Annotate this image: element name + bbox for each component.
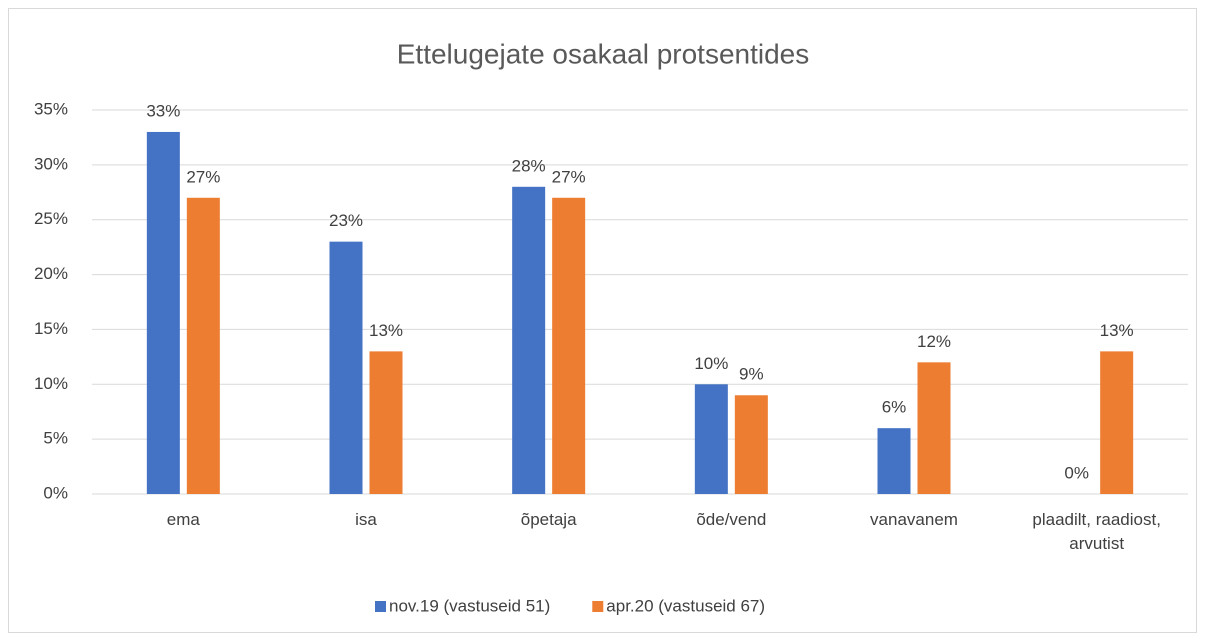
data-label: 12% xyxy=(917,332,951,351)
x-tick-label: isa xyxy=(355,510,377,529)
bar xyxy=(146,131,180,494)
data-label: 23% xyxy=(329,211,363,230)
data-label: 9% xyxy=(739,365,764,384)
legend-label: apr.20 (vastuseid 67) xyxy=(606,596,765,615)
y-tick-label: 30% xyxy=(34,154,68,173)
chart-title: Ettelugejate osakaal protsentides xyxy=(397,38,810,69)
y-tick-label: 0% xyxy=(43,483,68,502)
data-label: 33% xyxy=(146,101,180,120)
bar xyxy=(1100,351,1134,494)
bar xyxy=(186,197,220,494)
y-tick-label: 5% xyxy=(43,429,68,448)
bar xyxy=(734,395,768,494)
x-tick-label: õde/vend xyxy=(696,510,767,529)
y-tick-label: 20% xyxy=(34,264,68,283)
x-tick-label: õpetaja xyxy=(520,510,577,529)
x-tick-label: ema xyxy=(166,510,200,529)
y-tick-label: 25% xyxy=(34,209,68,228)
data-label: 6% xyxy=(882,398,907,417)
bar xyxy=(369,351,403,494)
bar xyxy=(694,384,728,494)
bar xyxy=(329,241,363,494)
x-tick-label: plaadilt, raadiost, arvutist xyxy=(1032,510,1161,553)
legend-label: nov.19 (vastuseid 51) xyxy=(389,596,550,615)
data-label: 13% xyxy=(369,321,403,340)
bar xyxy=(552,197,586,494)
data-label: 10% xyxy=(694,354,728,373)
bar xyxy=(917,362,951,494)
legend-swatch xyxy=(592,601,604,612)
y-tick-label: 35% xyxy=(34,99,68,118)
y-tick-label: 15% xyxy=(34,319,68,338)
bar xyxy=(877,428,911,494)
data-label: 13% xyxy=(1100,321,1134,340)
bar xyxy=(512,186,546,495)
data-label: 28% xyxy=(512,156,546,175)
data-label: 27% xyxy=(186,167,220,186)
data-label: 27% xyxy=(552,167,586,186)
x-tick-label: vanavanem xyxy=(870,510,958,529)
data-label: 0% xyxy=(1064,463,1089,482)
y-tick-label: 10% xyxy=(34,374,68,393)
legend-swatch xyxy=(375,601,386,612)
